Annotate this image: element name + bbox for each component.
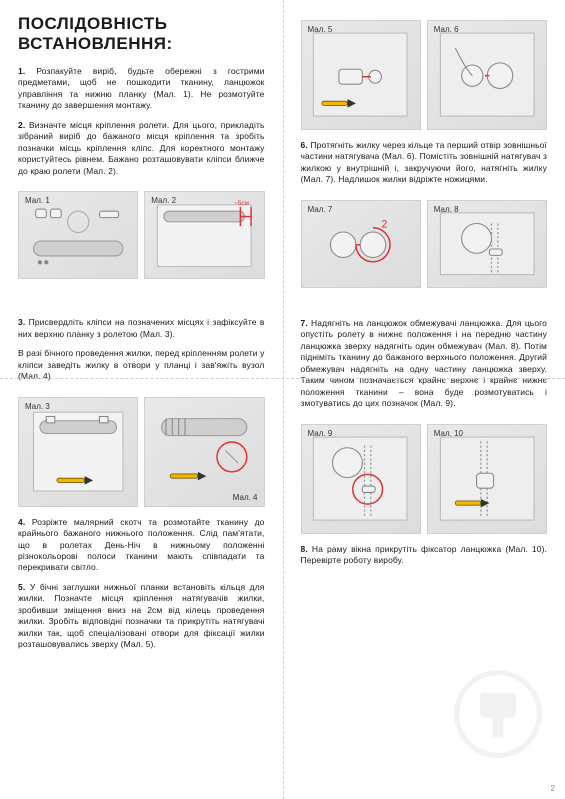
figure-1: Мал. 1: [18, 191, 138, 279]
step-number-7: 7.: [301, 318, 308, 328]
figure-6: Мал. 6: [427, 20, 547, 130]
step-4: 4. Розріжте малярний скотч та розмотайте…: [18, 517, 265, 574]
step-text-2: Визначте місця кріплення ролети. Для цьо…: [18, 120, 265, 176]
page-title: ПОСЛІДОВНІСТЬ ВСТАНОВЛЕННЯ:: [18, 14, 265, 54]
step-7: 7. Надягніть на ланцюжок обмежувачі ланц…: [301, 318, 548, 410]
page-number: 2: [551, 784, 555, 793]
figure-8-svg: [434, 205, 540, 282]
figure-1-label: Мал. 1: [25, 196, 50, 205]
svg-text:2: 2: [382, 219, 388, 231]
figure-8-label: Мал. 8: [434, 205, 459, 214]
left-column: ПОСЛІДОВНІСТЬ ВСТАНОВЛЕННЯ: 1. Розпакуйт…: [0, 0, 283, 799]
step-number-5: 5.: [18, 582, 25, 592]
figure-5-label: Мал. 5: [308, 25, 333, 34]
step-text-6: Протягніть жилку через кільце та перший …: [301, 140, 548, 184]
figure-2-label: Мал. 2: [151, 196, 176, 205]
figure-2: Мал. 2 ~5см: [144, 191, 264, 279]
step-number-1: 1.: [18, 66, 25, 76]
watermark-icon: [453, 669, 543, 759]
figure-9-svg: [307, 430, 413, 527]
figure-7: Мал. 7 2: [301, 200, 421, 288]
step-text-1: Розпакуйте виріб, будьте обережні з гост…: [18, 66, 265, 110]
step-1: 1. Розпакуйте виріб, будьте обережні з г…: [18, 66, 265, 112]
figure-5: Мал. 5: [301, 20, 421, 130]
figure-4-svg: [151, 403, 257, 500]
figure-9: Мал. 9: [301, 424, 421, 534]
figure-10-svg: [434, 430, 540, 527]
step-text-7: Надягніть на ланцюжок обмежувачі ланцюжк…: [301, 318, 548, 408]
figure-3-label: Мал. 3: [25, 402, 50, 411]
step-text-3: Присвердліть кліпси на позначених місцях…: [18, 317, 265, 338]
fig-row-9-10: Мал. 9 Мал. 10: [301, 424, 548, 534]
step-2: 2. Визначте місця кріплення ролети. Для …: [18, 120, 265, 177]
step-5: 5. У бічні заглушки нижньої планки встан…: [18, 582, 265, 651]
dim-label: ~5см: [234, 199, 249, 206]
step-number-4: 4.: [18, 517, 25, 527]
figure-3-svg: [25, 403, 131, 500]
step-8: 8. На раму вікна прикрутіть фіксатор лан…: [301, 544, 548, 567]
figure-3: Мал. 3: [18, 397, 138, 507]
figure-6-label: Мал. 6: [434, 25, 459, 34]
step-number-2: 2.: [18, 120, 25, 130]
step-6: 6. Протягніть жилку через кільце та перш…: [301, 140, 548, 186]
figure-1-svg: [25, 197, 131, 274]
figure-7-label: Мал. 7: [308, 205, 333, 214]
vertical-separator: [283, 0, 284, 799]
fig-row-7-8: Мал. 7 2 Мал. 8: [301, 200, 548, 288]
figure-6-svg: [434, 26, 540, 123]
step-number-8: 8.: [301, 544, 308, 554]
figure-2-svg: ~5см: [151, 197, 257, 274]
step-text-3b: В разі бічного проведення жилки, перед к…: [18, 348, 265, 381]
figure-8: Мал. 8: [427, 200, 547, 288]
figure-9-label: Мал. 9: [308, 429, 333, 438]
fig-row-3-4: Мал. 3 Мал. 4: [18, 397, 265, 507]
figure-10: Мал. 10: [427, 424, 547, 534]
instruction-page: ПОСЛІДОВНІСТЬ ВСТАНОВЛЕННЯ: 1. Розпакуйт…: [0, 0, 565, 799]
step-text-4: Розріжте малярний скотч та розмотайте тк…: [18, 517, 265, 573]
step-text-8: На раму вікна прикрутіть фіксатор ланцюж…: [301, 544, 547, 565]
figure-5-svg: [307, 26, 413, 123]
step-3: 3. Присвердліть кліпси на позначених міс…: [18, 317, 265, 340]
figure-10-label: Мал. 10: [434, 429, 463, 438]
horizontal-separator: [0, 378, 565, 379]
fig-row-5-6: Мал. 5 Мал. 6: [301, 20, 548, 130]
figure-4: Мал. 4: [144, 397, 264, 507]
figure-4-label: Мал. 4: [233, 493, 258, 502]
step-number-3: 3.: [18, 317, 25, 327]
fig-row-1-2: Мал. 1 Мал. 2 ~5см: [18, 191, 265, 279]
step-number-6: 6.: [301, 140, 308, 150]
figure-7-svg: 2: [307, 205, 413, 282]
step-text-5: У бічні заглушки нижньої планки встанові…: [18, 582, 265, 649]
